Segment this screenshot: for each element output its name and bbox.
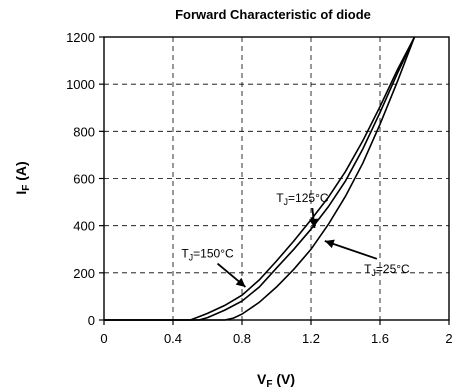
y-tick-label: 800 (73, 124, 95, 139)
x-tick-label: 1.2 (302, 331, 320, 346)
y-axis-label-main: I (13, 191, 29, 195)
series-line (104, 36, 416, 321)
y-tick-label: 600 (73, 172, 95, 187)
y-tick-label: 1000 (66, 77, 95, 92)
x-tick-label: 2 (445, 331, 452, 346)
x-tick-label: 1.6 (371, 331, 389, 346)
annotation-main: T (276, 191, 284, 205)
annotation-arrowhead (309, 218, 318, 229)
annotation-sub: J (284, 197, 289, 207)
annotation-main: T (181, 247, 189, 261)
annotation-arrow (324, 240, 378, 260)
annotation-sub: J (371, 268, 376, 278)
annotation-arrowhead (235, 277, 246, 287)
x-axis-label-main: V (257, 371, 267, 387)
axis-ticks: 0 0.4 0.8 1.2 1.6 2 0 200 400 600 800 1000 1200 (66, 30, 453, 346)
annotations: TJ=125°CTJ=150°CTJ=25°C (181, 191, 410, 288)
annotation-label: TJ=25°C (364, 262, 410, 278)
x-tick-label: 0.8 (233, 331, 251, 346)
y-tick-label: 400 (73, 219, 95, 234)
y-axis-label-sub: F (21, 185, 32, 191)
annotation-label: TJ=150°C (181, 247, 234, 263)
x-tick-label: 0.4 (164, 331, 182, 346)
annotation-rest: =125°C (288, 191, 329, 205)
x-tick-label: 0 (100, 331, 107, 346)
series-line (104, 36, 416, 321)
x-axis-label: VF (V) (257, 371, 295, 389)
annotation-main: T (364, 262, 372, 276)
y-axis-label: IF (A) (13, 161, 32, 194)
x-axis-label-unit: (V) (272, 371, 295, 387)
series-line (104, 36, 416, 321)
x-axis-label-sub: F (266, 379, 272, 389)
y-axis-label-unit: (A) (13, 161, 29, 184)
y-tick-label: 200 (73, 266, 95, 281)
annotation-label: TJ=125°C (276, 191, 329, 207)
chart-title: Forward Characteristic of diode (175, 7, 371, 22)
curves (104, 36, 416, 321)
grid-lines (104, 37, 449, 320)
annotation-rest: =150°C (193, 247, 234, 261)
annotation-rest: =25°C (376, 262, 410, 276)
y-tick-label: 1200 (66, 30, 95, 45)
annotation-arrowhead (324, 239, 335, 249)
annotation-sub: J (189, 253, 194, 263)
y-tick-label: 0 (88, 313, 95, 328)
